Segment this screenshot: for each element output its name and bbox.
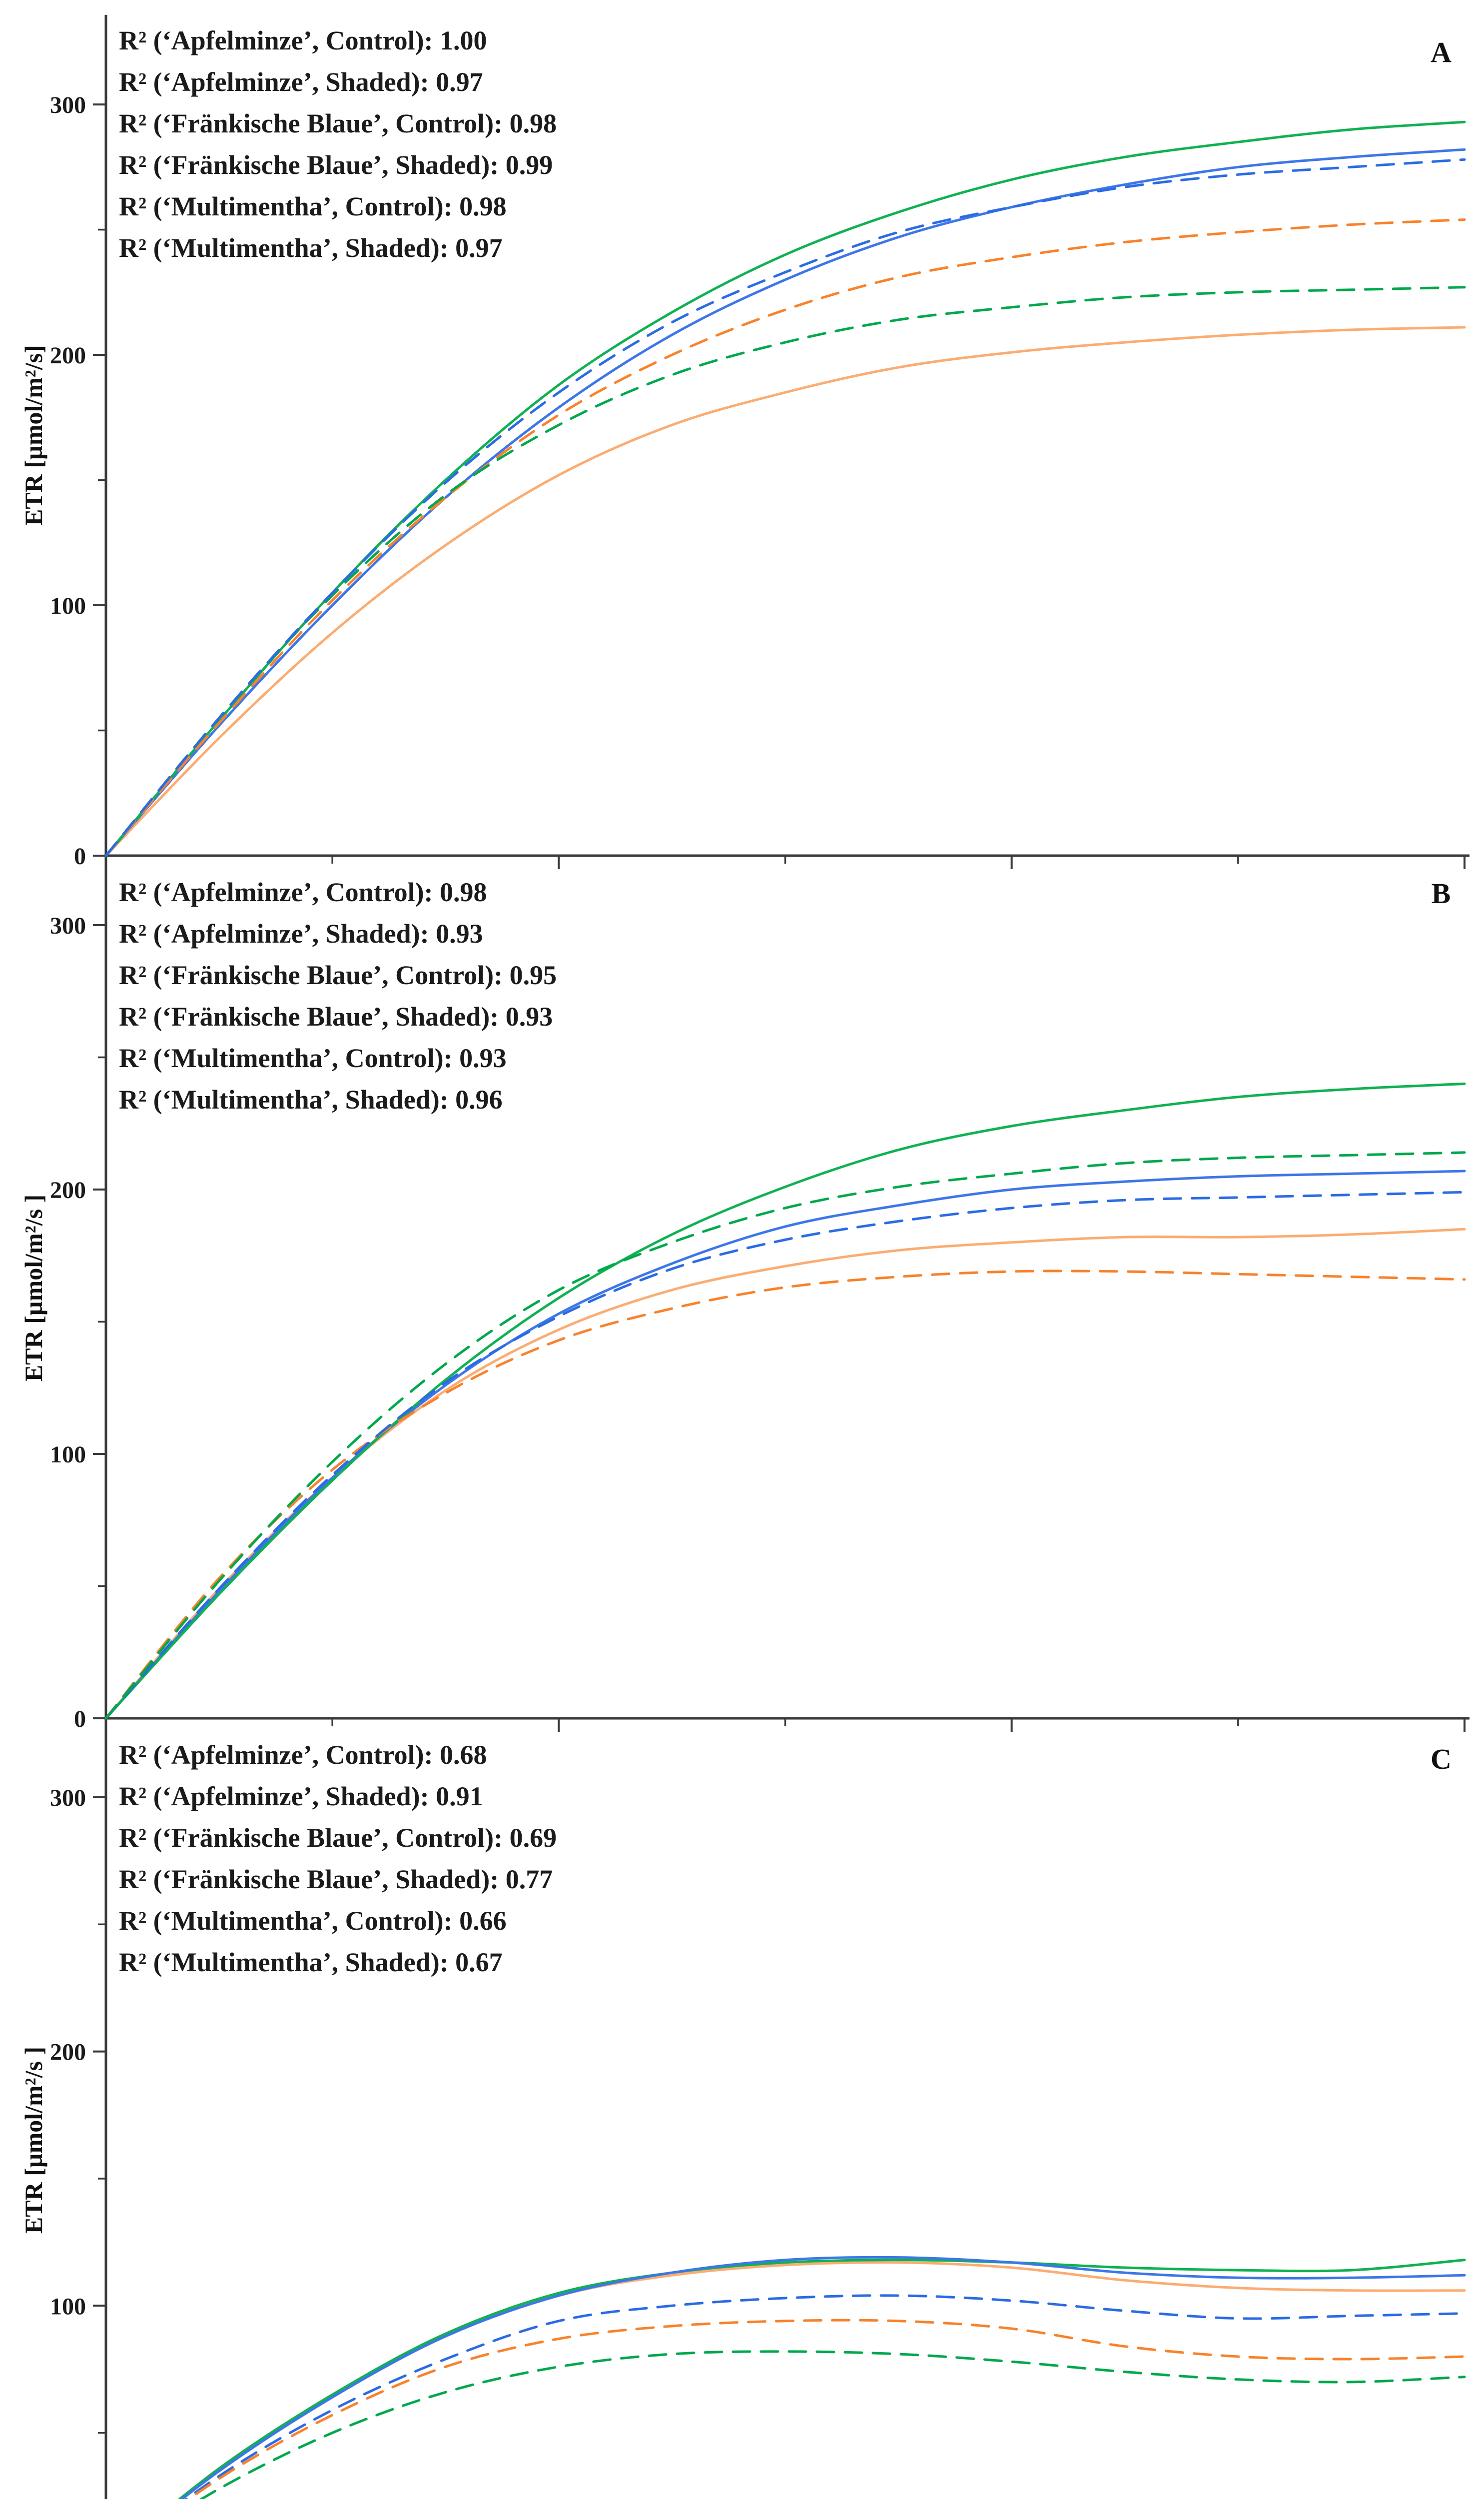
r2-annotation: R² (‘Multimentha’, Control): 0.98 [119, 191, 507, 221]
panel-a-x-axis [104, 854, 1470, 869]
panel-a-series-blue-solid [104, 148, 1466, 857]
r2-annotation: R² (‘Apfelminze’, Control): 0.98 [119, 877, 487, 907]
panel-c-series-green-solid [177, 2259, 1466, 2499]
panel-c-r2-legend: R² (‘Apfelminze’, Control): 0.68 R² (‘Ap… [119, 1734, 557, 1983]
svg-text:100: 100 [50, 1441, 86, 1468]
r2-annotation: R² (‘Apfelminze’, Shaded): 0.97 [119, 67, 483, 97]
svg-text:300: 300 [50, 1785, 86, 1811]
r2-annotation: R² (‘Multimentha’, Shaded): 0.97 [119, 233, 503, 263]
svg-text:200: 200 [50, 2039, 86, 2066]
r2-annotation: R² (‘Fränkische Blaue’, Control): 0.98 [119, 108, 557, 138]
r2-annotation: R² (‘Fränkische Blaue’, Shaded): 0.77 [119, 1864, 553, 1894]
r2-annotation: R² (‘Apfelminze’, Shaded): 0.93 [119, 919, 483, 949]
svg-text:300: 300 [50, 92, 86, 118]
r2-annotation: R² (‘Multimentha’, Control): 0.66 [119, 1906, 507, 1936]
panel-c-series-blue-dashed [184, 2294, 1466, 2499]
panel-a-y-ticks: 0 100 200 300 [50, 92, 106, 870]
panel-a-series-blue-dashed [104, 158, 1466, 857]
r2-annotation: R² (‘Fränkische Blaue’, Shaded): 0.93 [119, 1002, 553, 1032]
panel-b-y-ticks: 0 100 200 300 [50, 913, 106, 1732]
panel-c-letter: C [1431, 1743, 1452, 1775]
r2-annotation: R² (‘Fränkische Blaue’, Control): 0.69 [119, 1823, 557, 1853]
panel-c-series-blue-solid [180, 2256, 1466, 2499]
r2-annotation: R² (‘Multimentha’, Control): 0.93 [119, 1043, 507, 1073]
panel-b-series-blue-solid [104, 1170, 1466, 1720]
r2-annotation: R² (‘Apfelminze’, Control): 0.68 [119, 1740, 487, 1770]
panel-b-y-axis-title: ETR [µmol/m²/s ] [19, 1194, 47, 1382]
panel-a-letter: A [1431, 36, 1452, 68]
panel-b-x-axis [104, 1717, 1470, 1732]
svg-text:200: 200 [50, 1177, 86, 1204]
panel-b-letter: B [1431, 877, 1451, 910]
panel-b-series-green-solid [104, 1082, 1466, 1720]
panel-a-r2-legend: R² (‘Apfelminze’, Control): 1.00 R² (‘Ap… [119, 20, 557, 269]
svg-text:100: 100 [50, 593, 86, 619]
panel-b-series-blue-dashed [104, 1191, 1466, 1720]
panel-a-series-green-dashed [104, 286, 1466, 857]
panel-c-series-green-dashed [199, 2350, 1466, 2499]
panel-a-series-orange-solid [104, 326, 1466, 857]
panel-c-series-orange-dashed [187, 2319, 1466, 2499]
panel-b-r2-legend: R² (‘Apfelminze’, Control): 0.98 R² (‘Ap… [119, 872, 557, 1121]
svg-text:200: 200 [50, 342, 86, 369]
r2-annotation: R² (‘Fränkische Blaue’, Shaded): 0.99 [119, 150, 553, 180]
r2-annotation: R² (‘Apfelminze’, Control): 1.00 [119, 25, 487, 55]
svg-text:300: 300 [50, 913, 86, 939]
panel-c-y-axis-title: ETR [µmol/m²/s ] [19, 2046, 47, 2234]
r2-annotation: R² (‘Multimentha’, Shaded): 0.67 [119, 1947, 503, 1977]
panel-b-series-green-dashed [104, 1151, 1466, 1720]
svg-text:0: 0 [74, 843, 86, 870]
r2-annotation: R² (‘Multimentha’, Shaded): 0.96 [119, 1085, 503, 1115]
panel-b-series-orange-dashed [104, 1269, 1466, 1720]
panel-a-series-orange-dashed [104, 218, 1466, 857]
r2-annotation: R² (‘Fränkische Blaue’, Control): 0.95 [119, 960, 557, 990]
svg-text:0: 0 [74, 1706, 86, 1732]
svg-text:100: 100 [50, 2293, 86, 2320]
panel-b-series-orange-solid [104, 1228, 1466, 1720]
panel-a-y-axis-title: ETR [µmol/m²/s] [19, 345, 47, 526]
r2-annotation: R² (‘Apfelminze’, Shaded): 0.91 [119, 1781, 483, 1811]
